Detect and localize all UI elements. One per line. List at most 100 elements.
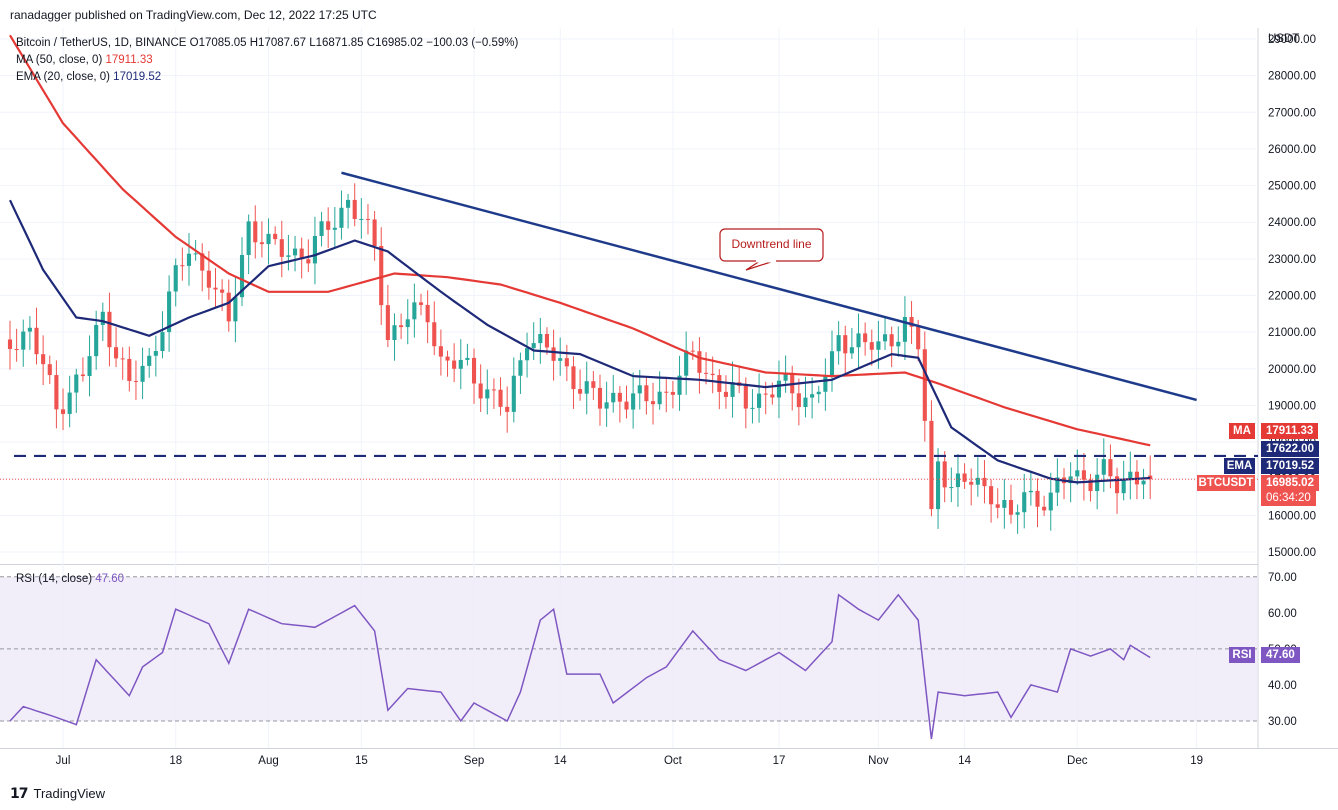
candle-body [292, 248, 298, 256]
candle-body [1055, 477, 1060, 493]
candle-body [100, 311, 105, 325]
candle-body [1148, 475, 1153, 480]
candle-body [584, 381, 589, 394]
price-countdown: 06:34:20 [1261, 490, 1316, 506]
candle-body [399, 325, 404, 328]
candle-body [220, 289, 225, 293]
candle-body [969, 481, 974, 485]
candle-body [770, 394, 775, 398]
candle-body [34, 327, 39, 355]
candle-body [902, 317, 907, 342]
rsi-tick-label: 60.00 [1268, 608, 1297, 620]
candle-body [193, 253, 198, 255]
candle-body [949, 487, 954, 489]
candle-body [412, 302, 417, 320]
candle-body [359, 218, 364, 220]
candle-body [485, 389, 490, 399]
candle-body [936, 461, 941, 510]
time-tick-label: 14 [958, 755, 971, 767]
ma-tag-value: 17911.33 [1261, 423, 1319, 439]
candle-body [259, 242, 264, 245]
candle-body [233, 297, 238, 322]
candle-body [94, 324, 99, 357]
rsi-legend: RSI (14, close) 47.60 [16, 573, 124, 585]
candle-body [750, 407, 755, 409]
price-tick-label: 15000.00 [1268, 547, 1316, 559]
candle-body [929, 420, 934, 510]
candle-body [405, 319, 410, 328]
time-tick-label: 15 [355, 755, 368, 767]
candle-body [558, 358, 563, 361]
candle-body [279, 239, 284, 257]
candle-body [995, 504, 1000, 508]
currency-label[interactable]: USDT [1268, 33, 1300, 45]
candle-body [418, 302, 424, 305]
rsi-label[interactable]: RSI (14, close) [16, 573, 93, 585]
candle-body [471, 357, 477, 384]
price-tick-label: 23000.00 [1268, 254, 1316, 266]
candle-body [458, 359, 463, 369]
candle-body [438, 346, 443, 357]
ma-label[interactable]: MA (50, close, 0) [16, 54, 103, 66]
time-tick-label: Nov [868, 755, 889, 767]
candle-body [942, 461, 947, 488]
candle-body [597, 387, 603, 409]
candle-body [697, 351, 702, 373]
price-tag-label: BTCUSDT [1197, 475, 1255, 491]
candle-body [299, 248, 304, 260]
candle-body [849, 347, 854, 354]
ema-tag-value: 17019.52 [1261, 458, 1319, 474]
symbol-name[interactable]: Bitcoin / TetherUS, 1D, BINANCE [16, 37, 187, 49]
candle-body [200, 253, 205, 271]
time-axis: Jul 18 Aug 15 Sep 14 Oct 17 Nov 14 Dec 19 [56, 755, 1203, 767]
time-tick-label: 14 [554, 755, 567, 767]
candle-body [816, 391, 821, 395]
candle-body [829, 351, 835, 376]
candle-body [684, 350, 689, 376]
price-tick-label: 19000.00 [1268, 400, 1316, 412]
ema-label[interactable]: EMA (20, close, 0) [16, 71, 110, 83]
candle-body [511, 375, 516, 412]
candle-body [491, 389, 496, 391]
candle-body [54, 375, 59, 410]
candle-body [1008, 500, 1014, 515]
candle-body [41, 354, 46, 365]
candle-body [869, 342, 874, 350]
candle-body [518, 360, 523, 376]
candle-body [120, 358, 125, 360]
time-tick-label: Dec [1067, 755, 1088, 767]
candle-body [1081, 470, 1086, 480]
candle-body [763, 393, 768, 395]
callout-tail-mask [756, 259, 776, 263]
candle-body [239, 254, 245, 298]
candle-body [982, 477, 987, 487]
candle-body [107, 311, 112, 348]
candle-body [531, 343, 536, 349]
candle-body [783, 374, 788, 381]
candle-body [1048, 492, 1053, 511]
candle-body [1121, 479, 1126, 494]
candle-body [27, 327, 32, 332]
candle-body [306, 259, 311, 264]
candle-body [67, 392, 72, 414]
candle-body [989, 486, 994, 505]
annotations: Downtrend line [719, 228, 824, 271]
candle-body [564, 358, 569, 367]
candle-body [226, 292, 231, 322]
price-tick-label: 28000.00 [1268, 71, 1316, 83]
price-tick-label: 20000.00 [1268, 364, 1316, 376]
price-tick-label: 25000.00 [1268, 181, 1316, 193]
candle-body [604, 402, 609, 409]
tradingview-footer[interactable]: 𝟭𝟳 TradingView [10, 785, 105, 802]
candle-body [186, 253, 192, 266]
candle-body [703, 372, 709, 374]
ma50-line [9, 34, 1151, 447]
candle-body [7, 339, 13, 349]
candle-body [21, 331, 26, 350]
candle-body [385, 305, 390, 341]
candle-body [863, 333, 868, 343]
candle-body [717, 375, 722, 392]
price-tick-label: 16000.00 [1268, 510, 1316, 522]
candle-body [312, 235, 317, 264]
